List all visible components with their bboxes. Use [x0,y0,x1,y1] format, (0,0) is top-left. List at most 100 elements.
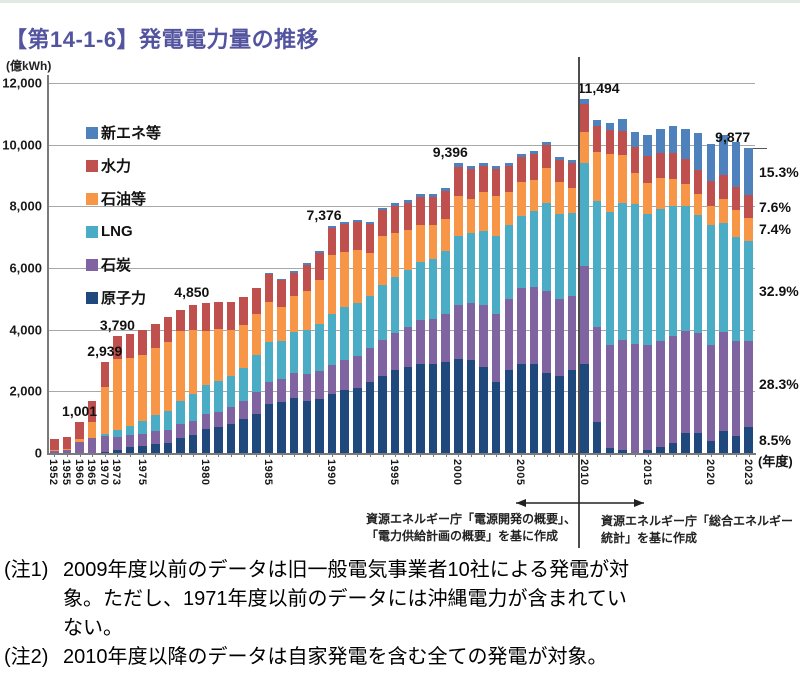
bar-2011-LNG [592,200,602,328]
bar-1991 [340,221,349,453]
bar-1985-新エネ等 [264,272,274,275]
bar-2021-新エネ等 [719,134,728,176]
bar-1994-LNG [378,284,387,341]
x-tick [117,453,119,457]
bar-2000-新エネ等 [454,163,463,167]
bar-2011-石油等 [592,151,602,201]
x-tick [597,453,599,457]
x-tick [748,453,750,457]
gridline-6000 [48,268,755,269]
bar-1992-水力 [353,222,362,250]
bar-2012-石炭 [605,345,615,449]
legend-item-石油等: 石油等 [86,182,161,215]
bar-2016-石炭 [656,341,665,448]
footnote-2: (注2) 2010年度以降のデータは自家発電を含む全ての発電が対象。 [4,643,798,672]
bar-1989-LNG [315,323,324,372]
x-tick [231,453,233,457]
x-tick [685,453,687,457]
x-tick [609,453,611,457]
x-tick [142,453,144,457]
bar-1993-水力 [365,223,375,253]
bar-1998 [428,194,438,453]
bar-2007-LNG [542,203,551,292]
bar-1978-石炭 [176,424,185,438]
y-tick-label: 8,000 [9,198,42,214]
bar-2008-石炭 [555,298,564,376]
bar-1974-石油等 [125,358,135,426]
bar-1986-新エネ等 [277,279,286,281]
bar-2007 [542,141,551,453]
bar-2015-新エネ等 [643,135,652,156]
bar-1977-水力 [163,317,173,343]
bar-2010 [580,98,589,453]
bar-1987 [289,271,299,453]
footnote-1-label: (注1) [4,559,49,581]
bar-1981-石炭 [214,412,223,428]
value-label-1960: 1,001 [62,403,98,420]
bar-2003-石油等 [491,195,501,236]
bar-2008-新エネ等 [555,157,564,161]
bar-1980-石炭 [201,414,211,429]
x-tick [104,453,106,457]
bar-1991-原子力 [340,390,349,453]
bar-2014-LNG [630,203,640,344]
bar-2010-LNG [580,162,589,266]
legend-swatch-icon [86,258,98,271]
bar-2013-石炭 [618,340,627,451]
bar-1978-原子力 [176,437,185,453]
bar-1975-石炭 [138,433,147,446]
bar-1996-新エネ等 [403,200,413,203]
bar-2000-原子力 [454,358,463,453]
bar-1979-水力 [188,305,198,330]
bar-1997-LNG [416,261,425,321]
bar-2017-原子力 [668,442,678,453]
bar-1997 [416,194,425,453]
bar-2019-原子力 [693,433,703,453]
bar-1975-原子力 [138,445,147,453]
x-tick [420,453,422,457]
gridline-12000 [48,83,755,84]
bar-2005-新エネ等 [517,153,526,158]
bar-1984-水力 [252,288,261,314]
value-label-2010: 11,494 [577,79,620,96]
x-tick-label-2000: 2000 [451,459,464,486]
bar-1995-原子力 [390,369,400,453]
bar-2023-石油等 [744,218,753,241]
bar-1975 [138,329,147,453]
stacked-bar-chart: 0 2,000 4,000 6,000 8,000 10,000 12,000 1952 195… [2,57,799,548]
bar-1991-LNG [340,307,349,360]
bar-1996-石炭 [403,327,413,368]
bar-1997-石炭 [416,320,425,364]
bar-1975-水力 [138,329,147,355]
bar-1974-水力 [125,334,135,359]
bar-1979-石油等 [188,329,198,395]
bar-2008 [555,157,564,453]
legend-item-原子力: 原子力 [86,281,161,314]
bar-1970-石炭 [100,436,110,452]
bar-2009-水力 [567,163,577,188]
bar-1992-原子力 [353,388,362,453]
bar-1987-新エネ等 [289,271,299,273]
bar-2010-新エネ等 [580,98,589,105]
bar-1988-水力 [302,264,312,292]
footnote-1: (注1) 2009年度以前のデータは旧一般電気事業者10社による発電が対 象。た… [4,556,798,643]
footnote-1-line-1: 2009年度以前のデータは旧一般電気事業者10社による発電が対 [63,559,630,581]
bar-1976-原子力 [151,443,160,453]
bar-2005-石炭 [517,288,526,364]
bar-1983-石油等 [239,325,248,369]
bar-2012-水力 [605,130,615,154]
bar-1991-水力 [340,223,349,252]
footnote-2-text: 2010年度以降のデータは自家発電を含む全ての発電が対象。 [63,646,608,668]
x-tick-label-1975: 1975 [135,459,148,486]
bar-1981-水力 [214,301,223,329]
bar-2014-水力 [630,147,640,173]
x-tick [458,453,460,457]
bar-1977-LNG [163,411,173,430]
bar-1996 [403,200,413,453]
legend-swatch-icon [86,225,98,238]
bar-2001-原子力 [466,359,476,453]
bar-1955 [62,436,72,453]
x-tick [736,453,738,457]
bar-1998-LNG [428,258,438,319]
legend-label: 水力 [101,158,132,175]
